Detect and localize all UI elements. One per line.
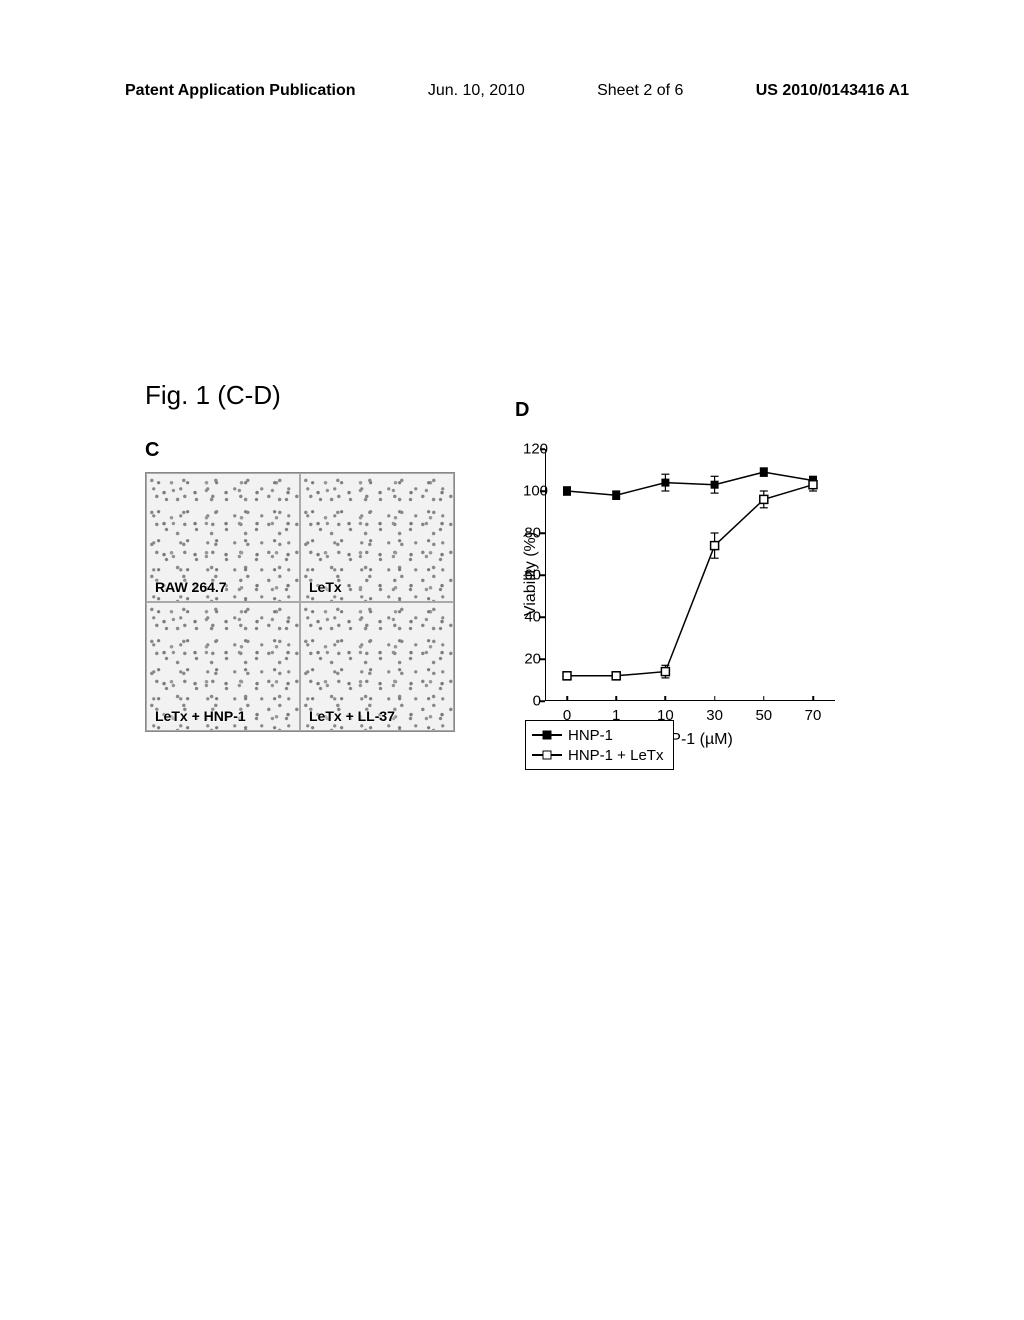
x-tick-mark xyxy=(665,696,667,701)
y-tick-label: 60 xyxy=(523,567,541,584)
legend-swatch xyxy=(532,754,562,756)
y-tick-mark xyxy=(540,658,545,660)
panel-d-letter: D xyxy=(515,399,529,422)
x-tick-mark xyxy=(812,696,814,701)
chart-svg xyxy=(545,449,835,701)
x-tick-label: 30 xyxy=(706,707,723,724)
legend-marker-filled xyxy=(543,731,552,740)
publication-label: Patent Application Publication xyxy=(125,82,356,100)
y-tick-label: 40 xyxy=(523,609,541,626)
legend-label: HNP-1 xyxy=(568,727,613,744)
y-tick-label: 80 xyxy=(523,525,541,542)
page-header: Patent Application Publication Jun. 10, … xyxy=(0,82,1024,100)
y-tick-mark xyxy=(540,616,545,618)
x-tick-label: 70 xyxy=(805,707,822,724)
microscopy-label: RAW 264.7 xyxy=(155,579,227,595)
legend-marker-open xyxy=(543,751,552,760)
microscopy-grid: RAW 264.7 LeTx LeTx + HNP-1 LeTx + LL-37 xyxy=(145,472,455,732)
x-tick-label: 50 xyxy=(755,707,772,724)
y-tick-label: 20 xyxy=(523,651,541,668)
sheet-number: Sheet 2 of 6 xyxy=(597,82,683,100)
microscopy-label: LeTx + HNP-1 xyxy=(155,708,246,724)
microscopy-label: LeTx + LL-37 xyxy=(309,708,395,724)
x-tick-mark xyxy=(714,696,716,701)
x-tick-mark xyxy=(615,696,617,701)
y-tick-label: 100 xyxy=(523,483,541,500)
legend-item: HNP-1 xyxy=(532,725,663,745)
panel-c: C RAW 264.7 LeTx LeTx + HNP-1 LeTx + LL-… xyxy=(145,439,455,732)
x-tick-mark xyxy=(763,696,765,701)
y-tick-mark xyxy=(540,490,545,492)
y-tick-mark xyxy=(540,574,545,576)
y-tick-mark xyxy=(540,532,545,534)
y-tick-mark xyxy=(540,700,545,702)
legend-swatch xyxy=(532,734,562,736)
x-tick-mark xyxy=(566,696,568,701)
microscopy-cell: LeTx + HNP-1 xyxy=(146,602,300,731)
y-tick-label: 0 xyxy=(523,693,541,710)
publication-date: Jun. 10, 2010 xyxy=(428,82,525,100)
microscopy-cell: LeTx + LL-37 xyxy=(300,602,454,731)
figure-container: Fig. 1 (C-D) C RAW 264.7 LeTx LeTx + HNP… xyxy=(145,380,885,769)
legend-label: HNP-1 + LeTx xyxy=(568,747,663,764)
document-number: US 2010/0143416 A1 xyxy=(756,82,909,100)
microscopy-label: LeTx xyxy=(309,579,342,595)
microscopy-cell: LeTx xyxy=(300,473,454,602)
y-tick-mark xyxy=(540,448,545,450)
y-tick-label: 120 xyxy=(523,441,541,458)
microscopy-cell: RAW 264.7 xyxy=(146,473,300,602)
panel-c-letter: C xyxy=(145,439,455,462)
legend-item: HNP-1 + LeTx xyxy=(532,745,663,765)
chart-legend: HNP-1 HNP-1 + LeTx xyxy=(525,720,674,770)
